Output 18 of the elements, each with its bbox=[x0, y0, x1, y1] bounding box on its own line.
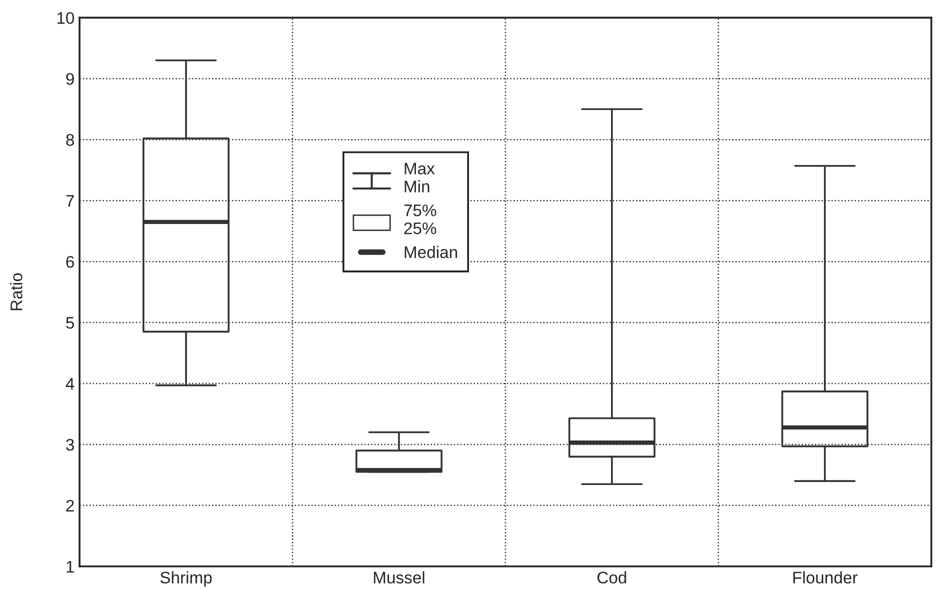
y-tick-label: 1 bbox=[66, 560, 74, 572]
y-tick-label: 9 bbox=[66, 73, 74, 85]
annotation: Median bbox=[404, 246, 458, 258]
y-tick-label: 8 bbox=[66, 134, 74, 146]
x-tick-label: Shrimp bbox=[160, 571, 212, 587]
y-tick-label: 3 bbox=[66, 438, 74, 451]
y-axis-title: Ratio bbox=[10, 273, 22, 310]
y-tick-label: 2 bbox=[66, 500, 74, 512]
y-tick-label: 7 bbox=[66, 195, 74, 207]
annotation: 75% 25% bbox=[404, 204, 436, 234]
y-tick-label: 5 bbox=[66, 317, 74, 329]
y-tick-label: 10 bbox=[57, 12, 74, 24]
x-tick-label: Cod bbox=[597, 571, 626, 584]
x-tick-label: Mussel bbox=[374, 571, 424, 584]
x-tick-label: Flounder bbox=[793, 571, 858, 584]
y-tick-label: 4 bbox=[66, 378, 74, 390]
annotation: Max Min bbox=[404, 162, 435, 192]
y-tick-label: 6 bbox=[66, 256, 74, 268]
